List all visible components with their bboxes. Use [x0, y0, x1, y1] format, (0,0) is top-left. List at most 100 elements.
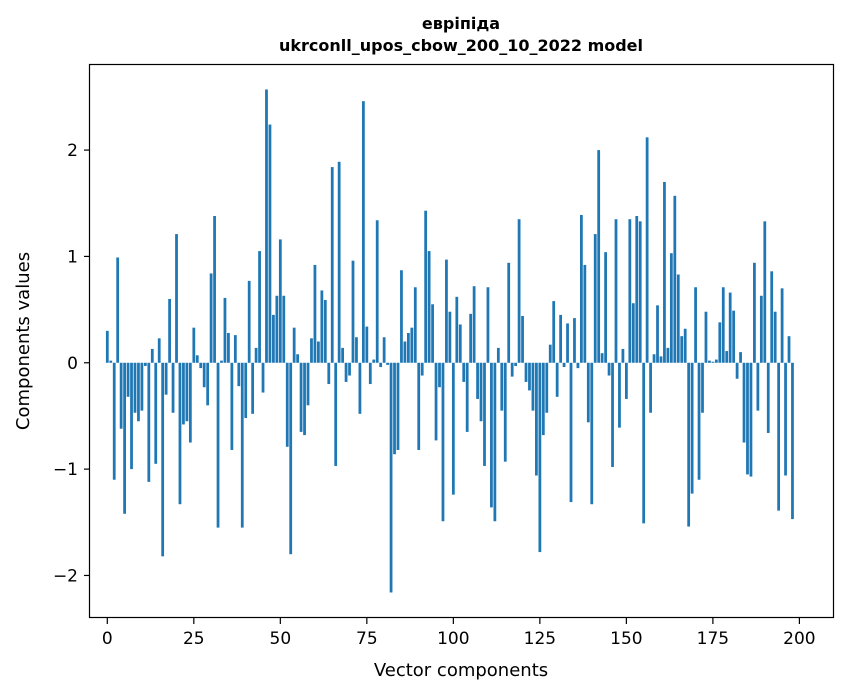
bar — [541, 362, 545, 436]
bar — [150, 348, 154, 363]
bar — [320, 290, 324, 363]
bar — [358, 362, 362, 414]
bar — [310, 338, 313, 363]
bar — [199, 362, 203, 369]
bar — [171, 362, 175, 413]
x-tick-label: 0 — [102, 629, 113, 649]
bar — [676, 274, 680, 363]
bar — [746, 362, 749, 475]
y-tick-label: 1 — [67, 247, 78, 267]
y-tick-label: 0 — [67, 354, 78, 374]
bar — [476, 362, 479, 399]
bar — [510, 362, 514, 377]
bar — [472, 286, 476, 363]
bar — [690, 362, 694, 494]
bar — [566, 323, 569, 363]
bar — [188, 362, 192, 443]
x-tick-label: 100 — [437, 629, 469, 649]
bar — [458, 324, 462, 363]
bar — [773, 311, 777, 363]
bar — [400, 270, 403, 363]
bar — [531, 362, 535, 411]
bar — [469, 313, 473, 363]
bar — [656, 305, 659, 363]
bar — [445, 259, 448, 363]
bar — [573, 318, 576, 363]
bar — [185, 362, 189, 422]
bar — [206, 362, 210, 406]
bar — [559, 314, 563, 363]
bar — [631, 303, 635, 363]
bar — [507, 262, 511, 363]
bar — [621, 348, 625, 363]
bar — [739, 352, 742, 363]
bar — [227, 332, 230, 363]
bar — [202, 362, 206, 388]
bar — [580, 214, 583, 363]
bar — [552, 301, 556, 363]
bar — [299, 362, 303, 432]
bar — [175, 234, 178, 363]
bar — [597, 150, 601, 363]
bar — [645, 137, 649, 363]
bar — [282, 295, 286, 363]
bar — [112, 362, 116, 480]
bar — [365, 326, 369, 363]
bar — [635, 216, 639, 363]
bar — [417, 362, 421, 450]
bar — [168, 298, 171, 363]
bar — [500, 362, 504, 411]
bar — [545, 362, 549, 413]
bar — [368, 362, 372, 385]
bar — [389, 362, 393, 593]
bar — [240, 362, 244, 528]
bar — [285, 362, 289, 447]
bar — [638, 221, 642, 363]
bar — [441, 362, 445, 522]
bar — [157, 338, 161, 363]
bar — [406, 332, 410, 363]
bar — [652, 354, 656, 363]
bar — [192, 327, 196, 363]
bar — [535, 362, 538, 476]
x-tick-label: 50 — [270, 629, 292, 649]
bar — [313, 264, 317, 363]
bar — [265, 89, 268, 363]
bar — [330, 167, 334, 363]
bar — [628, 219, 632, 363]
bar — [683, 328, 687, 363]
bar — [348, 362, 351, 376]
bar — [317, 341, 320, 363]
bar — [462, 362, 466, 382]
bar — [514, 362, 518, 366]
bar — [351, 260, 355, 363]
bar — [272, 314, 275, 363]
bar — [708, 360, 711, 363]
bar — [244, 362, 248, 419]
bar — [427, 251, 431, 363]
bar — [483, 362, 486, 466]
x-tick-label: 125 — [524, 629, 556, 649]
bar — [766, 362, 770, 433]
bar — [261, 362, 265, 393]
bar — [548, 344, 552, 363]
bar — [209, 273, 213, 363]
bar — [396, 362, 400, 450]
bar — [448, 311, 452, 363]
bars-group — [105, 89, 794, 593]
bar — [268, 124, 272, 363]
bar — [306, 362, 310, 406]
bar — [130, 362, 133, 470]
bar — [614, 219, 618, 363]
x-tick-label: 75 — [356, 629, 378, 649]
bar — [431, 304, 434, 363]
bar — [258, 251, 261, 363]
x-tick-label: 150 — [610, 629, 642, 649]
bar — [195, 355, 199, 363]
bar — [528, 362, 531, 391]
bar — [624, 362, 628, 399]
bar — [521, 315, 524, 363]
bar — [770, 271, 774, 363]
bar — [607, 362, 611, 376]
y-tick-label: −1 — [53, 460, 78, 480]
